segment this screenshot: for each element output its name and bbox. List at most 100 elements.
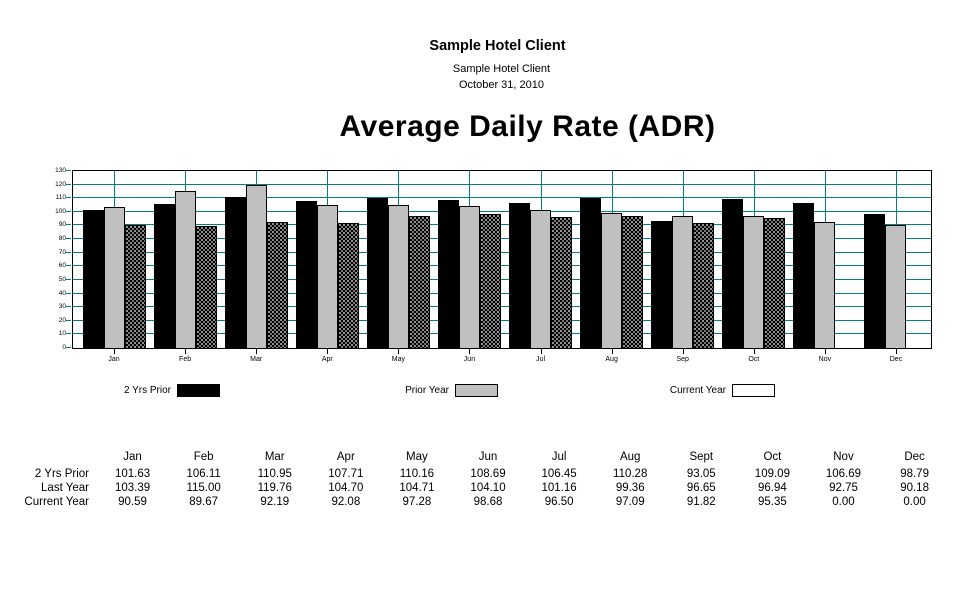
bar <box>387 205 409 348</box>
table-cell: 109.09 <box>754 468 790 480</box>
table-cell: 96.65 <box>686 482 716 494</box>
h-gridline <box>73 197 931 199</box>
y-axis-label: 50 <box>58 275 66 283</box>
table-header-spacer <box>0 450 97 464</box>
x-axis-tick <box>114 349 115 354</box>
x-axis-tick <box>682 349 684 354</box>
table-header-cell: Nov <box>833 451 854 463</box>
table-cell: 92.19 <box>260 496 290 508</box>
y-axis-label: 90 <box>58 221 66 229</box>
table-row-label: Current Year <box>24 496 89 508</box>
table-header-cell: Dec <box>904 451 925 463</box>
bar <box>551 216 573 348</box>
bar <box>337 222 359 348</box>
h-gridline <box>73 306 931 308</box>
x-axis-tick <box>895 349 897 354</box>
bar <box>437 200 459 348</box>
y-axis-label: 100 <box>55 207 66 215</box>
y-axis-tick <box>66 197 71 199</box>
h-gridline <box>73 265 931 267</box>
y-axis-label: 80 <box>58 235 66 243</box>
bar <box>103 207 125 348</box>
legend-swatch-gray <box>455 384 498 397</box>
x-axis-label: Nov <box>818 356 832 363</box>
legend-label: 2 Yrs Prior <box>123 385 171 396</box>
x-axis-tick <box>753 349 755 354</box>
bar <box>195 225 217 348</box>
table-cell: 106.45 <box>541 468 577 480</box>
table-header-cell: Aug <box>619 451 641 463</box>
bar <box>693 222 715 348</box>
x-axis-tick <box>185 349 187 354</box>
bar <box>722 199 744 348</box>
table-cell: 119.76 <box>257 482 292 494</box>
bar <box>408 215 430 348</box>
y-axis-tick <box>66 333 71 335</box>
table-cell: 107.71 <box>328 468 364 480</box>
bar <box>366 198 388 348</box>
y-axis-tick <box>66 170 71 171</box>
h-gridline <box>73 292 931 294</box>
h-gridline <box>73 224 931 226</box>
legend-swatch-dots <box>732 384 775 397</box>
x-axis-label: Mar <box>250 356 263 363</box>
table-cell: 103.39 <box>114 482 151 494</box>
table-cell: 104.71 <box>399 482 435 494</box>
table-row: Current Year 90.59 89.67 92.19 92.08 97.28 98.… <box>0 495 975 509</box>
table-header-cell: Jun <box>478 451 498 463</box>
bar <box>885 225 907 348</box>
x-axis-label: May <box>391 356 405 363</box>
h-gridline <box>73 278 931 280</box>
table-header-cell: Apr <box>336 451 355 463</box>
client-subtitle: Sample Hotel Client <box>452 63 551 75</box>
bar <box>266 222 288 348</box>
x-axis-label: Sep <box>676 356 689 363</box>
bar <box>651 221 673 348</box>
x-axis-tick <box>398 349 400 354</box>
table-cell: 106.11 <box>186 468 221 480</box>
bar <box>864 213 886 348</box>
table-cell: 90.59 <box>118 496 147 508</box>
x-axis-tick <box>469 349 471 354</box>
bar <box>82 209 104 348</box>
table-cell: 92.08 <box>331 496 361 508</box>
x-axis-tick <box>611 349 613 354</box>
x-axis-tick <box>327 349 329 354</box>
table-header-cell: Feb <box>193 451 214 463</box>
table-header-row: Jan Feb Mar Apr May Jun Jul Aug Sept Oct Nov Dec <box>0 450 975 464</box>
bar <box>743 216 765 348</box>
bar <box>530 210 552 348</box>
bar <box>814 221 836 348</box>
table-row-label: Last Year <box>41 482 89 494</box>
table-row-label: 2 Yrs Prior <box>34 468 89 480</box>
x-axis-tick <box>824 349 826 354</box>
y-axis-label: 110 <box>55 194 66 202</box>
x-axis-label: Dec <box>889 356 903 363</box>
y-axis-tick <box>66 224 71 226</box>
y-axis-label: 60 <box>58 262 66 270</box>
h-gridline <box>73 210 931 212</box>
y-axis-tick <box>66 251 71 253</box>
bar <box>672 216 694 348</box>
table-header-cell: Jul <box>551 451 567 463</box>
h-gridline <box>73 319 931 321</box>
table-cell: 92.75 <box>829 482 858 494</box>
x-axis-label: Aug <box>605 356 618 363</box>
bar <box>764 218 786 348</box>
y-axis-label: 130 <box>55 167 66 174</box>
h-gridline <box>73 333 931 335</box>
x-axis-tick <box>540 349 542 354</box>
table-cell: 110.28 <box>613 468 648 480</box>
table-cell: 90.18 <box>900 482 929 494</box>
bar <box>174 191 196 348</box>
table-cell: 97.28 <box>402 496 432 508</box>
table-header-cell: Jan <box>123 451 142 463</box>
chart-title: Average Daily Rate (ADR) <box>339 110 716 143</box>
h-gridline <box>73 183 931 185</box>
y-axis-tick <box>66 265 71 267</box>
client-title: Sample Hotel Client <box>429 38 566 54</box>
table-header-cell: Mar <box>264 451 285 463</box>
x-axis-tick <box>256 349 258 354</box>
y-axis-label: 120 <box>55 180 66 188</box>
